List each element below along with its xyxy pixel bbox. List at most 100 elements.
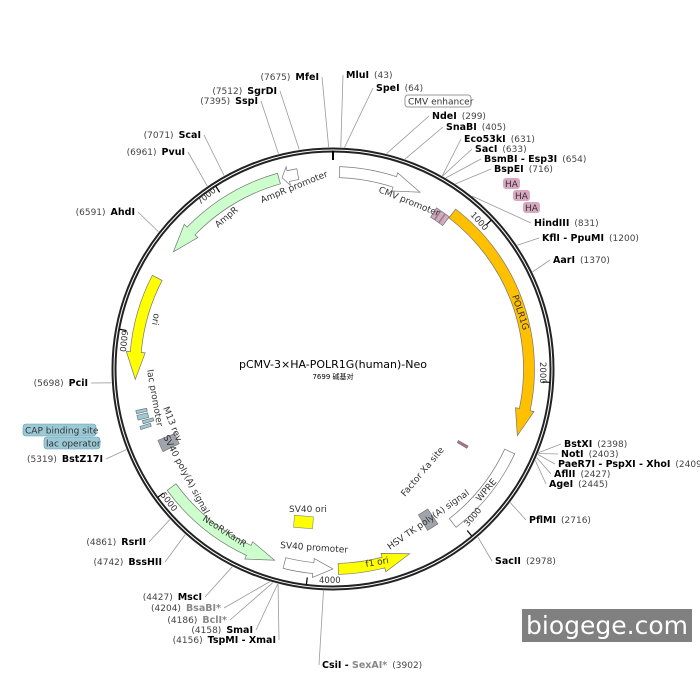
site-leader-line <box>187 151 208 187</box>
site-name: BclI* <box>202 615 227 626</box>
site-name: MluI <box>346 70 369 81</box>
site-leader-line <box>340 74 344 148</box>
site-position: (4186) <box>167 616 197 626</box>
site-position: (5698) <box>34 379 64 389</box>
site-name: SmaI <box>226 625 253 636</box>
site-leader-line <box>538 443 562 453</box>
site-name: AhdI <box>111 207 135 218</box>
site-leader-line <box>534 460 547 485</box>
site-leader-line <box>445 158 482 179</box>
site-leader-line <box>255 583 279 631</box>
site-position: (631) <box>511 135 535 145</box>
site-name: PvuI <box>162 147 185 158</box>
site-name: SacI <box>475 144 497 155</box>
feature-sv40-poly-a-signal <box>157 433 180 453</box>
restriction-site-label: (4742) BssHII <box>93 557 162 568</box>
restriction-site-label: HindIII (831) <box>534 218 599 229</box>
tick-mark <box>157 492 164 498</box>
site-position: (716) <box>529 165 553 175</box>
restriction-site-label: (5319) BstZ17I <box>27 454 103 465</box>
site-leader-line <box>455 168 492 185</box>
restriction-site-label: (7675) MfeI <box>260 72 319 83</box>
site-position: (654) <box>562 155 586 165</box>
feature-label-sv40-promoter: SV40 promoter <box>280 541 349 556</box>
features <box>125 165 535 579</box>
feature-label-f1-ori: f1 ori <box>365 556 390 570</box>
site-leader-line <box>386 115 430 154</box>
restriction-site-label: (4427) MscI <box>143 592 202 603</box>
site-position: (7675) <box>260 73 290 83</box>
restriction-site-label: (4156) TspMI - XmaI <box>173 635 276 646</box>
site-name: BsmBI - Esp3I <box>484 154 557 165</box>
ha-tag-box-2 <box>513 190 530 201</box>
restriction-site-label: (7512) SgrDI <box>212 86 277 97</box>
feature-wpre <box>448 448 516 528</box>
restriction-site-labels: MluI (43) SpeI (64) NdeI (299)SnaBI (405)Eco53… <box>27 70 700 671</box>
site-leader-line <box>536 457 552 475</box>
site-position: (6961) <box>127 148 157 158</box>
feature-neor-kanr <box>166 483 276 561</box>
site-position: (6591) <box>76 208 106 218</box>
tick-mark <box>485 219 492 226</box>
site-name: RsrII <box>121 537 146 548</box>
site-leader-line <box>517 237 540 246</box>
feature-label-ha-3: HA <box>525 204 539 214</box>
site-name: SpeI <box>376 83 400 94</box>
tick-mark <box>305 577 308 585</box>
feature-lac-promoter <box>136 412 150 421</box>
site-leader-line <box>203 134 225 176</box>
site-leader-lines <box>90 74 562 666</box>
site-leader-line <box>223 581 270 609</box>
site-position: (4156) <box>173 636 203 646</box>
site-position: (43) <box>374 71 392 81</box>
restriction-site-label: PaeR7I - PspXI - XhoI (2409) <box>558 459 700 470</box>
site-leader-line <box>260 100 279 154</box>
site-leader-line <box>441 138 462 176</box>
site-name: BssHII <box>128 557 162 568</box>
feature-ampr-promoter <box>281 165 300 187</box>
site-name: MfeI <box>295 72 319 83</box>
site-name: MscI <box>178 592 202 603</box>
site-name: NotI <box>561 449 584 460</box>
site-position: (4742) <box>93 558 123 568</box>
site-name: AarI <box>553 255 575 266</box>
ha-tag-box-3 <box>523 202 540 213</box>
cmv-enhancer-box <box>404 94 472 108</box>
site-position: (4204) <box>151 604 181 614</box>
site-leader-line <box>510 502 527 521</box>
site-leader-line <box>229 582 274 621</box>
site-position: (2398) <box>597 440 627 450</box>
site-position: (405) <box>482 123 506 133</box>
site-position: (2403) <box>589 450 619 460</box>
feature-label-ha-1: HA <box>505 180 519 190</box>
restriction-site-label: NotI (2403) <box>561 449 619 460</box>
plasmid-size: 7699 碱基对 <box>312 372 353 381</box>
restriction-site-label: (7395) SspI <box>200 96 258 107</box>
restriction-site-label: BsmBI - Esp3I (654) <box>484 154 586 165</box>
restriction-site-label: Eco53kI (631) <box>464 134 535 145</box>
site-leader-line <box>318 590 324 666</box>
tick-label-6000: 6000 <box>117 330 129 353</box>
tick-mark <box>119 328 127 332</box>
site-name: BstZ17I <box>62 454 103 465</box>
site-leader-line <box>321 76 330 148</box>
plasmid-title: pCMV-3×HA-POLR1G(human)-Neo <box>239 358 427 371</box>
site-position: (3902) <box>392 661 422 671</box>
restriction-site-label: (7071) ScaI <box>144 130 201 141</box>
feature-m13-rev <box>139 422 152 431</box>
site-name: SexAI* <box>352 660 387 671</box>
feature-label-lac-operator: lac operator <box>46 440 101 450</box>
site-name: BsaBI* <box>186 603 221 614</box>
site-position: (64) <box>405 84 423 94</box>
site-leader-line <box>477 536 493 562</box>
site-leader-line <box>105 449 127 460</box>
site-leader-line <box>164 534 186 563</box>
site-position: (831) <box>574 219 598 229</box>
tick-mark <box>215 186 221 193</box>
site-position: (2427) <box>580 470 610 480</box>
site-name: AflII <box>554 469 575 480</box>
feature-lac-operator <box>141 417 155 425</box>
site-name: BspEI <box>494 164 524 175</box>
